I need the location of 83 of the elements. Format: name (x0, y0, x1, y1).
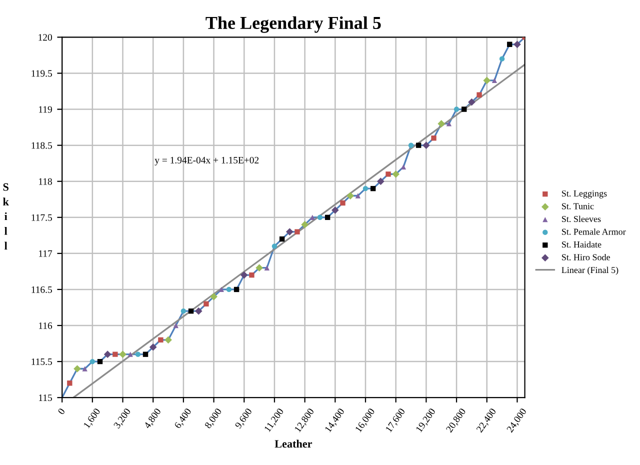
y-axis-title: Skill (3, 183, 9, 250)
point (370, 186, 376, 192)
point (468, 98, 476, 106)
chart-title: The Legendary Final 5 (206, 16, 381, 33)
y-tick-label: 119.5 (32, 70, 52, 77)
y-tick-label: 115 (38, 394, 52, 402)
point (346, 192, 354, 200)
y-tick-label: 118.5 (32, 142, 52, 149)
point (82, 366, 88, 372)
legend-label: St. Sleeves (562, 216, 601, 222)
point (507, 42, 512, 48)
point (128, 352, 133, 357)
point (210, 292, 218, 300)
point (188, 308, 194, 314)
point (514, 40, 521, 48)
legend-label: Linear (Final 5) (562, 266, 618, 275)
point (317, 214, 323, 220)
point (194, 307, 202, 315)
y-tick-label: 116 (38, 322, 52, 329)
point (476, 92, 482, 98)
point (355, 193, 361, 198)
point (249, 272, 254, 278)
y-tick-label: 118 (38, 178, 52, 185)
point (392, 170, 400, 178)
y-tick-label: 115.5 (32, 358, 52, 366)
point (438, 120, 446, 128)
point (310, 214, 316, 220)
point (301, 220, 308, 228)
point (74, 365, 81, 372)
point (97, 358, 103, 364)
point (377, 178, 384, 186)
legend-label: St. Pemale Armor (562, 228, 626, 235)
legend-label: St. Leggings (562, 190, 607, 198)
x-tick-label: 0 (58, 408, 66, 415)
point (431, 136, 436, 141)
point (149, 343, 157, 351)
point (142, 352, 148, 357)
point (90, 358, 96, 364)
point (234, 286, 240, 292)
point (264, 265, 270, 270)
legend-label: St. Tunic (562, 203, 594, 210)
legend-label: St. Haidate (562, 241, 602, 248)
x-axis-title: Leather (274, 440, 312, 448)
point (286, 228, 294, 236)
point (67, 380, 72, 386)
point (499, 56, 505, 62)
point (173, 322, 178, 328)
y-tick-label: 119 (38, 106, 52, 113)
legend-label: St. Hiro Sode (562, 254, 610, 260)
point (324, 214, 330, 220)
point (416, 142, 422, 148)
point (492, 78, 498, 84)
point (240, 271, 248, 279)
point (454, 106, 460, 112)
point (272, 244, 278, 249)
point (294, 229, 300, 234)
point (386, 172, 391, 177)
y-tick-label: 117 (38, 250, 52, 257)
point (279, 236, 285, 242)
point (119, 350, 126, 358)
point (331, 206, 339, 214)
y-tick-label: 116.5 (32, 286, 52, 293)
point (462, 106, 467, 112)
point (408, 142, 414, 148)
point (204, 301, 209, 306)
point (256, 264, 263, 272)
y-tick-label: 120 (38, 34, 52, 41)
point (164, 336, 172, 344)
point (340, 200, 346, 206)
point (180, 308, 186, 314)
annotation: y = 1.94E-04x + 1.15E+02 (154, 156, 259, 166)
point (158, 337, 164, 343)
point (422, 142, 430, 149)
point (483, 76, 491, 84)
point (400, 164, 406, 170)
point (135, 352, 141, 357)
point (112, 352, 118, 357)
point (362, 186, 368, 192)
point (446, 121, 452, 126)
point (218, 286, 224, 292)
y-tick-label: 117.5 (32, 214, 52, 221)
point (226, 286, 232, 292)
point (104, 350, 112, 358)
